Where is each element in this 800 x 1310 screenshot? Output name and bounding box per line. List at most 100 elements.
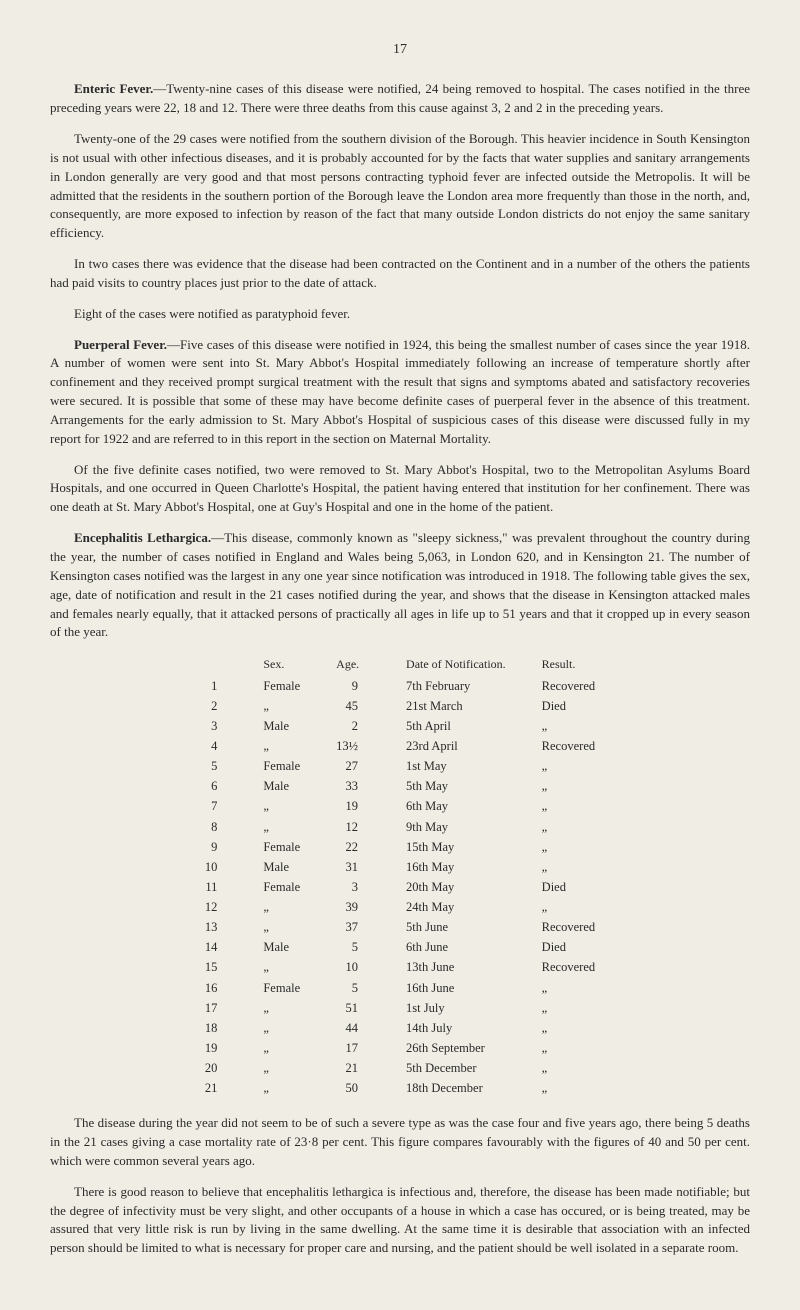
table-cell: 7: [187, 796, 246, 816]
table-row: 11Female320th MayDied: [187, 877, 613, 897]
table-row: 2„4521st MarchDied: [187, 696, 613, 716]
table-cell: „: [245, 917, 318, 937]
table-row: 18„4414th July„: [187, 1018, 613, 1038]
table-cell: „: [245, 796, 318, 816]
table-cell: 15th May: [388, 837, 524, 857]
table-cell: 5th June: [388, 917, 524, 937]
table-cell: „: [245, 897, 318, 917]
table-cell: 44: [318, 1018, 388, 1038]
table-cell: Died: [524, 696, 613, 716]
table-cell: „: [245, 696, 318, 716]
encephalitis-p2: The disease during the year did not seem…: [50, 1114, 750, 1171]
table-cell: „: [245, 1078, 318, 1098]
table-cell: 39: [318, 897, 388, 917]
table-cell: 27: [318, 756, 388, 776]
table-cell: 6th May: [388, 796, 524, 816]
puerperal-p1-text: —Five cases of this disease were notifie…: [50, 337, 750, 446]
table-row: 8„129th May„: [187, 817, 613, 837]
table-cell: „: [524, 998, 613, 1018]
table-row: 1Female97th FebruaryRecovered: [187, 676, 613, 696]
table-cell: Recovered: [524, 957, 613, 977]
table-cell: 20: [187, 1058, 246, 1078]
table-cell: Female: [245, 978, 318, 998]
table-cell: „: [524, 716, 613, 736]
table-row: 6Male335th May„: [187, 776, 613, 796]
encephalitis-p1: Encephalitis Lethargica.—This disease, c…: [50, 529, 750, 642]
table-cell: 18th December: [388, 1078, 524, 1098]
table-row: 12„3924th May„: [187, 897, 613, 917]
table-cell: Died: [524, 937, 613, 957]
puerperal-p2: Of the five definite cases notified, two…: [50, 461, 750, 518]
table-cell: „: [524, 796, 613, 816]
table-cell: 2: [187, 696, 246, 716]
table-cell: „: [524, 857, 613, 877]
table-cell: Recovered: [524, 676, 613, 696]
table-cell: 1: [187, 676, 246, 696]
col-result: Result.: [524, 654, 613, 675]
table-cell: „: [524, 776, 613, 796]
encephalitis-p3: There is good reason to believe that enc…: [50, 1183, 750, 1258]
table-cell: 5th December: [388, 1058, 524, 1078]
table-cell: 21: [318, 1058, 388, 1078]
table-cell: 5: [318, 937, 388, 957]
enteric-p4: Eight of the cases were notified as para…: [50, 305, 750, 324]
table-cell: 3: [187, 716, 246, 736]
table-cell: „: [245, 1038, 318, 1058]
table-cell: 6th June: [388, 937, 524, 957]
table-row: 5Female271st May„: [187, 756, 613, 776]
cases-table: Sex. Age. Date of Notification. Result. …: [187, 654, 613, 1098]
table-cell: 9: [318, 676, 388, 696]
table-row: 19„1726th September„: [187, 1038, 613, 1058]
table-cell: 24th May: [388, 897, 524, 917]
table-cell: „: [524, 837, 613, 857]
table-cell: Female: [245, 676, 318, 696]
table-cell: 8: [187, 817, 246, 837]
table-cell: 50: [318, 1078, 388, 1098]
table-cell: 2: [318, 716, 388, 736]
table-cell: Male: [245, 937, 318, 957]
table-cell: 31: [318, 857, 388, 877]
table-row: 10Male3116th May„: [187, 857, 613, 877]
table-cell: 17: [318, 1038, 388, 1058]
enteric-p1-text: —Twenty-nine cases of this disease were …: [50, 81, 750, 115]
table-row: 15„1013th JuneRecovered: [187, 957, 613, 977]
table-cell: 15: [187, 957, 246, 977]
table-cell: 6: [187, 776, 246, 796]
table-cell: „: [524, 1038, 613, 1058]
enteric-p3: In two cases there was evidence that the…: [50, 255, 750, 293]
table-cell: 33: [318, 776, 388, 796]
table-row: 4„13½23rd AprilRecovered: [187, 736, 613, 756]
table-cell: Male: [245, 776, 318, 796]
table-cell: 10: [187, 857, 246, 877]
table-row: 14Male56th JuneDied: [187, 937, 613, 957]
table-cell: 5th May: [388, 776, 524, 796]
table-cell: Died: [524, 877, 613, 897]
col-age: Age.: [318, 654, 388, 675]
table-row: 21„5018th December„: [187, 1078, 613, 1098]
table-cell: 9: [187, 837, 246, 857]
table-cell: 5th April: [388, 716, 524, 736]
table-row: 13„375th JuneRecovered: [187, 917, 613, 937]
table-cell: „: [524, 756, 613, 776]
table-cell: 13½: [318, 736, 388, 756]
table-cell: 26th September: [388, 1038, 524, 1058]
table-cell: „: [245, 736, 318, 756]
table-cell: „: [524, 978, 613, 998]
table-row: 3Male25th April„: [187, 716, 613, 736]
col-date: Date of Notification.: [388, 654, 524, 675]
table-cell: 23rd April: [388, 736, 524, 756]
table-header-row: Sex. Age. Date of Notification. Result.: [187, 654, 613, 675]
table-cell: 21: [187, 1078, 246, 1098]
table-cell: 5: [187, 756, 246, 776]
table-row: 16Female516th June„: [187, 978, 613, 998]
table-cell: 10: [318, 957, 388, 977]
table-cell: 9th May: [388, 817, 524, 837]
table-cell: 4: [187, 736, 246, 756]
table-cell: „: [245, 1018, 318, 1038]
enteric-title: Enteric Fever.: [74, 81, 153, 96]
table-cell: „: [524, 897, 613, 917]
table-cell: 22: [318, 837, 388, 857]
enteric-p1: Enteric Fever.—Twenty-nine cases of this…: [50, 80, 750, 118]
table-cell: „: [245, 1058, 318, 1078]
table-cell: Recovered: [524, 736, 613, 756]
